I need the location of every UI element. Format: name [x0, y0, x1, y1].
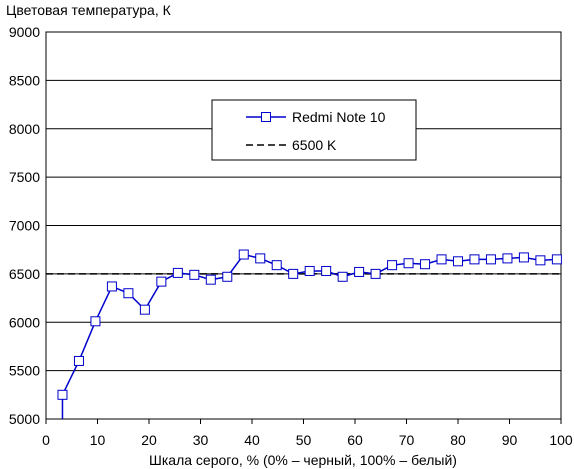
series-redmi-point-6 — [156, 276, 167, 287]
x-tick-label-40: 40 — [244, 432, 260, 448]
x-tick-label-30: 30 — [193, 432, 209, 448]
y-axis-title: Цветовая температура, К — [6, 2, 172, 18]
y-tick-label-8000: 8000 — [9, 121, 40, 137]
series-redmi-point-8 — [189, 269, 200, 280]
y-tick-label-9000: 9000 — [9, 24, 40, 40]
x-tick-label-60: 60 — [347, 432, 363, 448]
series-redmi-point-0 — [57, 389, 68, 400]
x-tick-label-50: 50 — [296, 432, 312, 448]
series-redmi-point-1 — [73, 355, 84, 366]
x-tick-label-0: 0 — [42, 432, 50, 448]
legend-marker-redmi — [261, 112, 271, 122]
x-tick-labels: 0 10 20 30 40 50 60 70 80 90 100 — [42, 419, 573, 448]
y-tick-label-5500: 5500 — [9, 363, 40, 379]
x-tick-label-70: 70 — [399, 432, 415, 448]
legend-label-6500: 6500 K — [292, 137, 337, 153]
y-tick-label-6500: 6500 — [9, 266, 40, 282]
x-tick-label-90: 90 — [502, 432, 518, 448]
series-redmi-point-28 — [518, 252, 529, 263]
series-redmi-point-26 — [485, 254, 496, 265]
series-redmi-point-23 — [436, 254, 447, 265]
series-redmi-point-21 — [403, 258, 414, 269]
y-tick-label-8500: 8500 — [9, 72, 40, 88]
series-redmi-point-9 — [205, 274, 216, 285]
series-redmi-point-10 — [222, 271, 233, 282]
series-redmi-point-4 — [123, 288, 134, 299]
series-redmi-point-5 — [139, 304, 150, 315]
series-redmi-point-7 — [172, 267, 183, 278]
series-redmi-point-18 — [354, 266, 365, 277]
series-redmi-point-25 — [469, 254, 480, 265]
series-redmi-point-29 — [535, 255, 546, 266]
x-tick-label-20: 20 — [141, 432, 157, 448]
series-redmi-point-30 — [551, 254, 562, 265]
series-redmi-point-16 — [321, 265, 332, 276]
x-tick-label-80: 80 — [450, 432, 466, 448]
series-redmi-point-11 — [238, 249, 249, 260]
series-redmi-point-3 — [106, 281, 117, 292]
y-tick-label-5000: 5000 — [9, 411, 40, 427]
y-tick-label-7000: 7000 — [9, 218, 40, 234]
x-tick-label-10: 10 — [90, 432, 106, 448]
series-redmi-point-13 — [271, 260, 282, 271]
legend-label-redmi: Redmi Note 10 — [292, 109, 386, 125]
y-tick-label-6000: 6000 — [9, 314, 40, 330]
series-redmi-point-12 — [255, 253, 266, 264]
series-layer — [46, 249, 562, 419]
series-redmi-point-17 — [337, 271, 348, 282]
series-redmi-point-24 — [453, 256, 463, 267]
y-tick-label-7500: 7500 — [9, 169, 40, 185]
series-redmi-point-14 — [288, 268, 299, 279]
series-redmi-point-20 — [387, 260, 398, 271]
series-redmi-point-15 — [304, 265, 315, 276]
legend-box — [211, 99, 417, 161]
x-axis-title: Шкала серого, % (0% – черный, 100% – бел… — [149, 452, 457, 468]
series-redmi-point-22 — [420, 259, 431, 270]
x-tick-label-100: 100 — [549, 432, 573, 448]
legend: Redmi Note 10 6500 K — [211, 99, 417, 161]
series-redmi-point-27 — [502, 253, 513, 264]
y-tick-labels: 5000 5500 6000 6500 7000 7500 8000 8500 9000 — [9, 24, 40, 427]
series-redmi-point-19 — [370, 268, 381, 279]
series-redmi-point-2 — [90, 316, 101, 327]
